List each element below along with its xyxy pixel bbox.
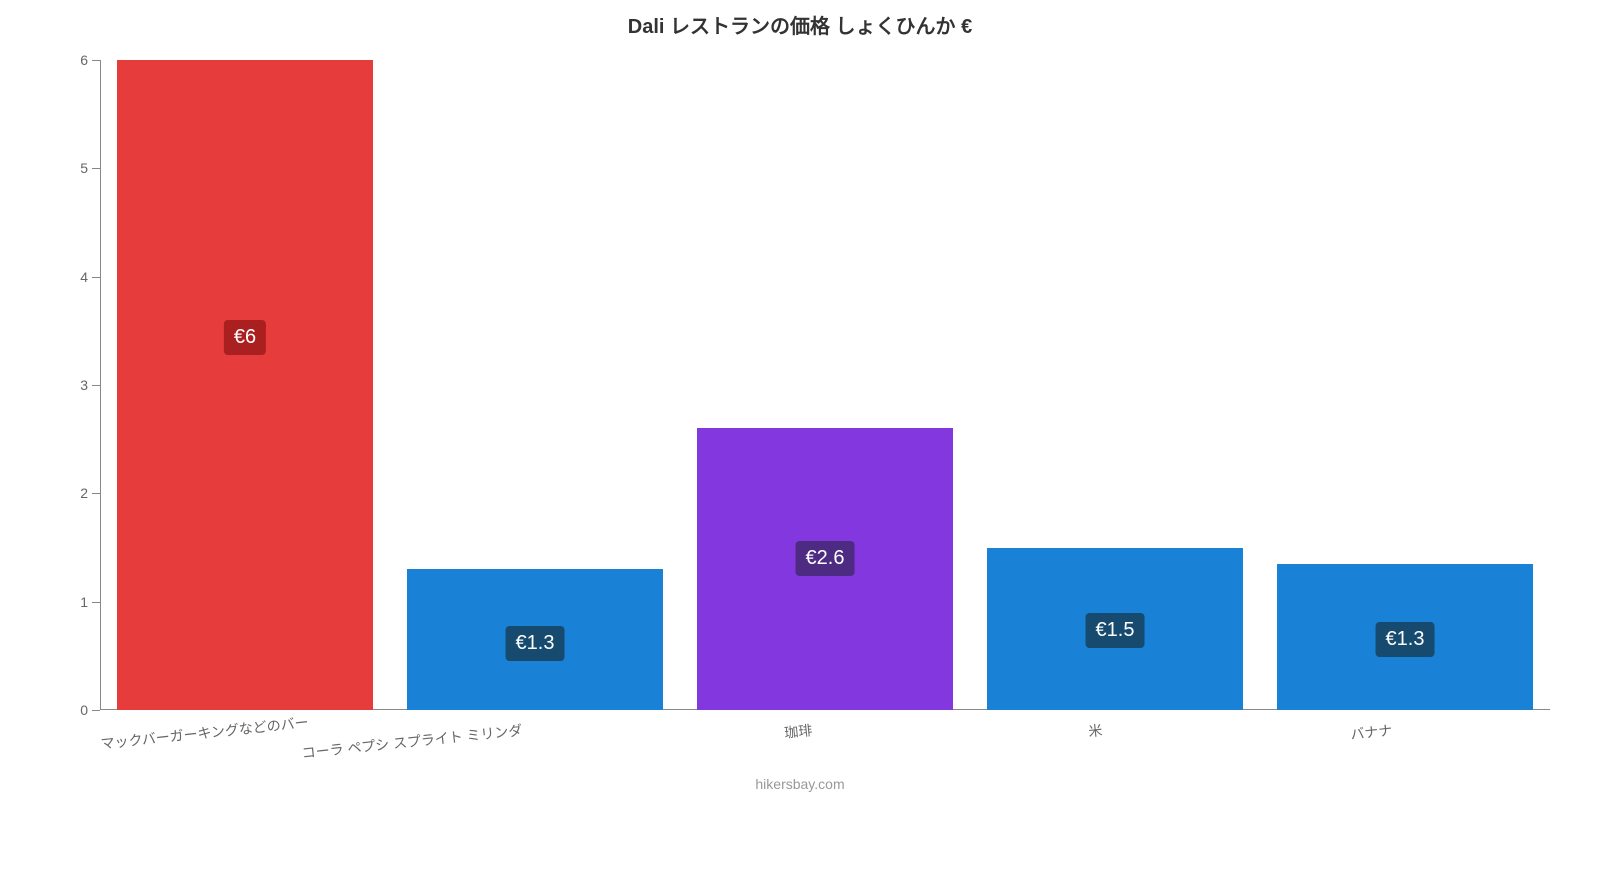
y-tick-label: 1 [80,594,88,610]
chart-title: Dali レストランの価格 しょくひんか € [0,10,1600,39]
y-tick-label: 5 [80,160,88,176]
attribution-text: hikersbay.com [0,776,1600,792]
y-tick [92,710,100,711]
bar: €2.6 [697,428,952,710]
bar-value-badge: €1.3 [1376,622,1435,657]
y-tick-label: 0 [80,702,88,718]
x-tick-label: マックバーガーキングなどのバー [100,720,234,754]
y-tick-label: 3 [80,377,88,393]
y-axis-line [100,60,101,710]
y-tick [92,277,100,278]
bar: €1.5 [987,548,1242,711]
y-tick [92,493,100,494]
y-tick-label: 4 [80,269,88,285]
y-tick [92,602,100,603]
bar: €1.3 [1277,564,1532,710]
y-tick [92,168,100,169]
y-tick [92,385,100,386]
bar-value-badge: €1.5 [1086,613,1145,648]
y-tick-label: 2 [80,485,88,501]
bar-value-badge: €1.3 [506,626,565,661]
bar-value-badge: €6 [224,320,266,355]
bar-value-badge: €2.6 [796,541,855,576]
y-tick [92,60,100,61]
bar: €1.3 [407,569,662,710]
y-tick-label: 6 [80,52,88,68]
plot-area: 0123456 €6€1.3€2.6€1.5€1.3 [100,60,1550,710]
bar: €6 [117,60,372,710]
